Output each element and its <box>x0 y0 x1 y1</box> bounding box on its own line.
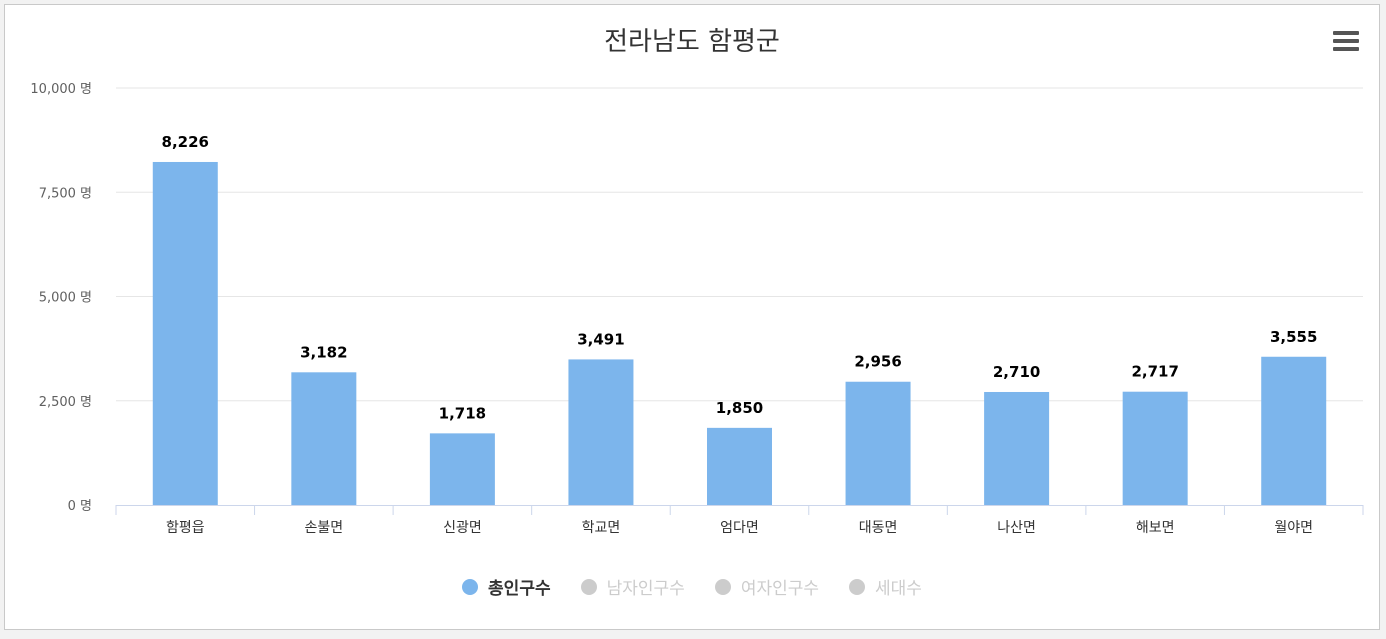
bar <box>429 433 495 505</box>
data-label: 2,717 <box>1131 363 1178 381</box>
legend-dot-icon <box>714 578 731 595</box>
x-tick-label: 월야면 <box>1274 520 1313 536</box>
legend-item-total[interactable]: 총인구수 <box>462 574 551 599</box>
chart-title: 전라남도 함평군 <box>604 27 780 57</box>
legend-dot-icon <box>580 578 597 595</box>
bar <box>1261 356 1327 505</box>
bar <box>1122 391 1188 505</box>
bar <box>568 359 634 505</box>
x-tick-label: 엄다면 <box>720 520 759 536</box>
x-tick-label: 신광면 <box>443 520 482 536</box>
y-tick-label: 0 명 <box>68 499 92 514</box>
y-tick-label: 5,000 명 <box>39 291 92 306</box>
chart-legend: 총인구수 남자인구수 여자인구수 세대수 <box>5 574 1379 599</box>
data-label: 2,956 <box>854 353 901 371</box>
legend-item-male[interactable]: 남자인구수 <box>580 574 685 599</box>
data-label: 3,182 <box>300 343 347 361</box>
x-tick-label: 대동면 <box>859 520 898 536</box>
x-tick-label: 손불면 <box>305 520 344 536</box>
data-label: 1,850 <box>716 399 763 417</box>
bar <box>845 381 911 505</box>
hamburger-menu-icon[interactable] <box>1333 31 1359 53</box>
legend-label: 남자인구수 <box>606 579 685 599</box>
data-label: 8,226 <box>162 133 209 151</box>
bar <box>152 161 218 505</box>
legend-dot-icon <box>462 578 479 595</box>
bar <box>984 391 1050 505</box>
legend-dot-icon <box>849 578 866 595</box>
data-label: 2,710 <box>993 363 1040 381</box>
legend-label: 총인구수 <box>488 579 551 599</box>
legend-item-female[interactable]: 여자인구수 <box>714 574 820 599</box>
chart-container: 전라남도 함평군 0 명 2,500 명 5,000 명 7,500 명 10,000 … <box>4 4 1380 630</box>
y-tick-label: 2,500 명 <box>39 395 92 410</box>
y-tick-label: 10,000 명 <box>30 82 92 97</box>
x-tick-label: 나산면 <box>997 520 1036 536</box>
bar <box>707 427 772 505</box>
bar <box>291 372 357 505</box>
x-tick-label: 함평읍 <box>166 520 205 536</box>
legend-label: 세대수 <box>875 579 922 599</box>
bar-chart-plot: 0 명 2,500 명 5,000 명 7,500 명 10,000 명 8,226 함평읍… <box>30 82 1364 536</box>
legend-item-households[interactable]: 세대수 <box>849 574 922 599</box>
data-label: 3,555 <box>1270 328 1317 346</box>
legend-label: 여자인구수 <box>740 579 820 599</box>
y-tick-label: 7,500 명 <box>39 186 92 201</box>
x-tick-label: 해보면 <box>1136 520 1175 536</box>
x-tick-label: 학교면 <box>582 520 621 536</box>
data-label: 3,491 <box>577 330 624 348</box>
data-label: 1,718 <box>439 404 486 422</box>
